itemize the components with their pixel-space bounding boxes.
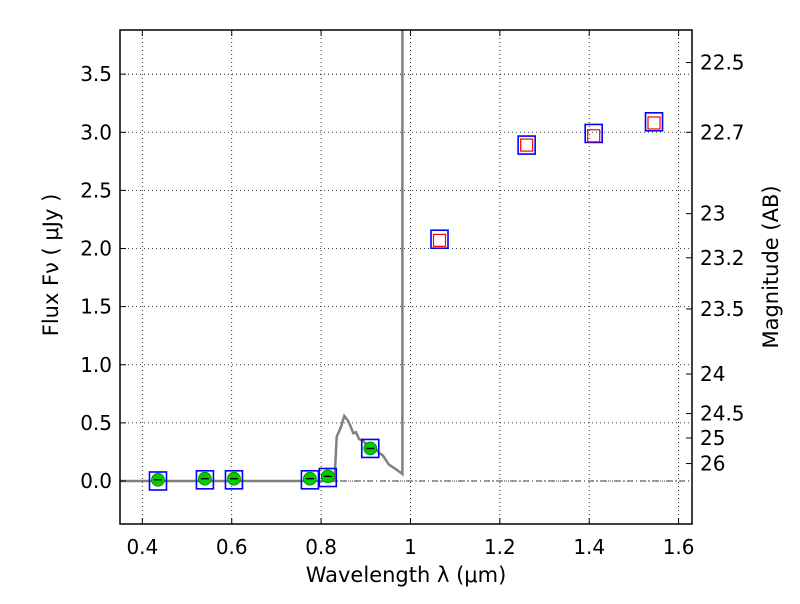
- y2-tick-label: 23: [700, 202, 725, 226]
- y-tick-label: 1.5: [80, 295, 112, 319]
- x-tick-label: 0.6: [216, 535, 248, 559]
- model-photometry-square: [517, 135, 536, 155]
- x-tick-label: 0.8: [305, 535, 337, 559]
- upper-limit-square: [520, 138, 534, 152]
- grid-lines: [120, 30, 692, 524]
- data-series: [120, 30, 664, 491]
- y-tick-label: 0.5: [80, 411, 112, 435]
- model-photometry-square: [360, 438, 380, 459]
- upper-limit-square: [432, 233, 447, 247]
- y-tick-label: 3.5: [80, 62, 112, 86]
- model-photometry-square: [195, 470, 215, 490]
- series-small-square: [432, 116, 661, 247]
- y2-tick-label: 23.5: [700, 297, 745, 321]
- y2-tick-label: 22.5: [700, 51, 745, 75]
- y2-tick-label: 22.7: [700, 120, 745, 144]
- y2-axis-title: Magnitude (AB): [759, 185, 783, 348]
- y2-tick-label: 26: [700, 452, 725, 476]
- model-photometry-square: [224, 470, 244, 490]
- y-axis-title: Flux Fν ( μJy ): [39, 194, 63, 337]
- y-tick-label: 3.0: [80, 120, 112, 144]
- y-tick-label: 2.5: [80, 178, 112, 202]
- model-photometry-square: [430, 229, 449, 250]
- model-photometry-square: [318, 467, 338, 488]
- x-tick-label: 1: [404, 535, 417, 559]
- x-tick-label: 1.6: [663, 535, 695, 559]
- upper-limit-square: [587, 129, 601, 143]
- model-photometry-square: [300, 470, 320, 490]
- series-filled-circle: [151, 441, 378, 487]
- axes: 0.4 0.6 0.8 1 1.2 1.4 1.6 0.0 0.5 1.0 1.5 2.0 2.5 3.0…: [80, 30, 745, 559]
- model-photometry-square: [644, 112, 664, 132]
- y2-tick-label: 25: [700, 426, 725, 450]
- x-axis-title: Wavelength λ (μm): [306, 563, 507, 587]
- y2-tick-label: 24: [700, 362, 725, 386]
- plot-frame: [119, 29, 693, 525]
- y-tick-label: 0.0: [80, 469, 112, 493]
- y2-tick-label: 24.5: [700, 402, 745, 426]
- y-tick-label: 2.0: [80, 237, 112, 261]
- model-photometry-square: [148, 471, 168, 491]
- x-tick-label: 1.4: [573, 535, 605, 559]
- upper-limit-square: [647, 116, 661, 130]
- y2-tick-label: 23.2: [700, 246, 745, 270]
- model-photometry-square: [584, 123, 603, 144]
- y-tick-label: 1.0: [80, 353, 112, 377]
- series-open-square: [148, 112, 664, 491]
- x-tick-label: 0.4: [126, 535, 158, 559]
- x-tick-label: 1.2: [484, 535, 516, 559]
